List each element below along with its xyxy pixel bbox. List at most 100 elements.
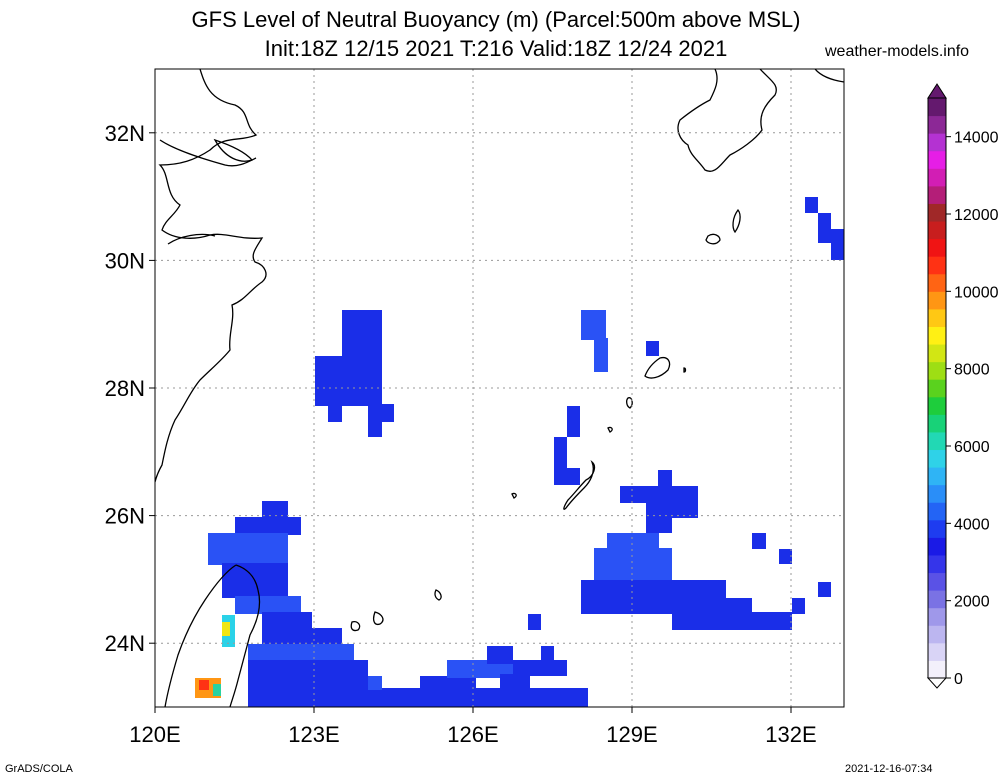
site-credit: weather-models.info [825, 43, 970, 60]
field-cell-warm [222, 622, 230, 636]
field-cell [248, 688, 588, 707]
colorbar-swatch [928, 414, 946, 433]
colorbar-swatch [928, 379, 946, 398]
lon-label: 123E [288, 722, 339, 747]
colorbar-swatch [928, 590, 946, 609]
colorbar-label: 12000 [954, 207, 999, 224]
field-cell [620, 486, 698, 503]
field-cell [554, 468, 580, 485]
colorbar-label: 14000 [954, 130, 999, 147]
miyako-island [434, 589, 442, 601]
kyushu-north [814, 69, 844, 83]
colorbar-swatch [928, 221, 946, 240]
colorbar-swatch [928, 484, 946, 503]
colorbar-swatch [928, 396, 946, 415]
field-cell [581, 310, 606, 340]
field-cell [368, 404, 394, 422]
estuary-island [213, 138, 254, 162]
colorbar-label: 4000 [954, 516, 990, 533]
lon-label: 126E [447, 722, 498, 747]
colorbar-swatch [928, 431, 946, 451]
island [732, 208, 741, 234]
field-cell [342, 310, 382, 360]
field-cell [658, 470, 672, 488]
colorbar [926, 83, 948, 689]
colorbar-swatch [928, 98, 946, 117]
field-cell [594, 338, 608, 372]
colorbar-swatch [928, 168, 946, 187]
colorbar-label: 0 [954, 671, 963, 688]
colorbar-swatch [928, 203, 946, 222]
field-cell [792, 598, 805, 614]
field-cell [646, 517, 672, 533]
colorbar-swatch [928, 238, 946, 257]
colorbar-frame [927, 97, 947, 679]
field-cell [646, 502, 698, 518]
lat-label: 24N [105, 631, 145, 656]
field-cell [500, 674, 530, 694]
island [683, 367, 687, 373]
colorbar-swatch [928, 554, 946, 574]
field-cell [818, 582, 831, 597]
colorbar-label: 6000 [954, 439, 990, 456]
taiwan-coastline [164, 564, 261, 707]
colorbar-swatch [928, 642, 946, 661]
coastlines [155, 69, 844, 707]
field-cell [447, 660, 513, 678]
field-cell [594, 548, 672, 582]
island [705, 233, 721, 245]
field-cell [805, 197, 818, 213]
colorbar-label: 10000 [954, 284, 999, 301]
lon-label: 132E [765, 722, 816, 747]
colorbar-swatch [928, 185, 946, 204]
lon-label: 120E [129, 722, 180, 747]
lon-labels: 120E 123E 126E 129E 132E [129, 722, 816, 747]
island [511, 492, 517, 499]
field-cell [672, 598, 752, 614]
colorbar-swatch [928, 449, 946, 468]
colorbar-swatch [928, 607, 946, 626]
china-coastline [155, 69, 267, 483]
colorbar-swatch [928, 344, 946, 363]
island [626, 397, 633, 409]
field-cell [528, 614, 541, 630]
colorbar-swatch [928, 256, 946, 275]
lat-label: 28N [105, 376, 145, 401]
field-cell [672, 612, 792, 630]
field-cell [208, 533, 288, 565]
okinawa-island [563, 459, 596, 510]
lnb-field [195, 197, 844, 707]
colorbar-swatch [928, 308, 946, 327]
colorbar-swatch [928, 625, 946, 644]
field-cell [248, 660, 368, 690]
kyushu-coastline [677, 69, 777, 172]
field-cell [567, 406, 580, 437]
field-cell [607, 533, 659, 549]
chart-subtitle: Init:18Z 12/15 2021 T:216 Valid:18Z 12/2… [264, 36, 728, 61]
field-cell [752, 533, 766, 549]
field-cell [262, 628, 342, 646]
colorbar-swatch [928, 326, 946, 345]
yangtze-estuary [159, 139, 257, 167]
colorbar-swatch [928, 660, 946, 679]
field-cell [235, 517, 301, 535]
field-cell [262, 501, 288, 518]
field-cell-warm [213, 684, 221, 696]
colorbar-min-arrow [926, 677, 948, 689]
colorbar-swatch [928, 273, 946, 292]
hangzhou-bay [167, 233, 216, 245]
field-cell [513, 660, 567, 676]
lon-label: 129E [606, 722, 657, 747]
colorbar-labels: 14000 12000 10000 8000 6000 4000 2000 0 [946, 130, 999, 688]
field-cell [554, 437, 567, 473]
field-cell [779, 549, 792, 564]
field-cell [420, 676, 476, 690]
colorbar-label: 2000 [954, 594, 990, 611]
field-cell [328, 404, 342, 422]
timestamp: 2021-12-16-07:34 [845, 763, 933, 775]
colorbar-swatch [928, 150, 946, 169]
field-cell-warm [199, 680, 209, 690]
colorbar-swatch [928, 537, 946, 556]
colorbar-swatch [928, 361, 946, 380]
